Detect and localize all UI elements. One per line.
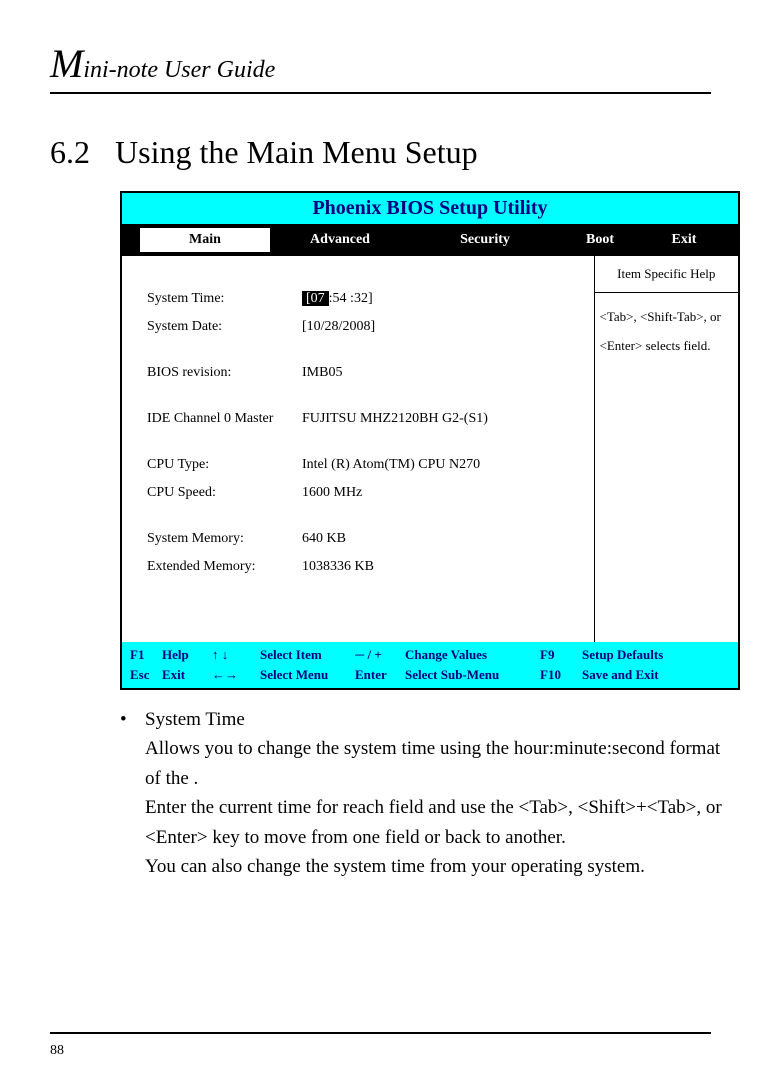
- field-system-date: System Date: [10/28/2008]: [147, 319, 584, 335]
- label-extended-memory: Extended Memory:: [147, 559, 302, 575]
- bullet-item: • System Time Allows you to change the s…: [120, 705, 740, 882]
- field-bios-revision: BIOS revision: IMB05: [147, 365, 584, 381]
- footer-minplus-key: ─ / +: [355, 647, 405, 663]
- item-p2: Enter the current time for reach field a…: [145, 793, 740, 852]
- bios-title-row: Phoenix BIOS Setup Utility: [121, 192, 739, 224]
- footer-f1-label: Help: [162, 647, 212, 663]
- bios-menu-container: Main Advanced Security Boot Exit: [121, 224, 739, 256]
- value-cpu-type: Intel (R) Atom(TM) CPU N270: [302, 457, 584, 473]
- value-system-date[interactable]: [10/28/2008]: [302, 319, 584, 335]
- footer-minplus-label: Change Values: [405, 647, 540, 663]
- item-p3: You can also change the system time from…: [145, 852, 740, 881]
- value-system-memory: 640 KB: [302, 531, 584, 547]
- menu-tab-main[interactable]: Main: [140, 228, 270, 252]
- label-bios-revision: BIOS revision:: [147, 365, 302, 381]
- label-cpu-speed: CPU Speed:: [147, 485, 302, 501]
- footer-f10-key: F10: [540, 667, 582, 683]
- bios-menu-row: Main Advanced Security Boot Exit: [121, 224, 739, 256]
- footer-enter-label: Select Sub-Menu: [405, 667, 540, 683]
- body-text: • System Time Allows you to change the s…: [120, 705, 740, 882]
- label-system-time: System Time:: [147, 291, 302, 307]
- footer-enter-key: Enter: [355, 667, 405, 683]
- footer-updown-label: Select Item: [260, 647, 355, 663]
- bullet-marker: •: [120, 705, 145, 882]
- value-cpu-speed: 1600 MHz: [302, 485, 584, 501]
- label-system-memory: System Memory:: [147, 531, 302, 547]
- bios-main-content-cell: System Time: [07:54 :32] System Date: [1…: [121, 256, 594, 642]
- footer-updown-key: ↑ ↓: [212, 647, 260, 663]
- field-ide-channel: IDE Channel 0 Master FUJITSU MHZ2120BH G…: [147, 411, 584, 427]
- label-cpu-type: CPU Type:: [147, 457, 302, 473]
- field-cpu-speed: CPU Speed: 1600 MHz: [147, 485, 584, 501]
- bios-footer: F1 Help ↑ ↓ Select Item ─ / + Change Val…: [121, 642, 739, 689]
- header-title-text: ini-note User Guide: [83, 57, 275, 83]
- label-system-date: System Date:: [147, 319, 302, 335]
- system-time-rest: :54 :32]: [329, 291, 373, 306]
- bios-main-content: System Time: [07:54 :32] System Date: [1…: [122, 256, 594, 642]
- value-ide-channel: FUJITSU MHZ2120BH G2-(S1): [302, 411, 584, 427]
- footer-f9-label: Setup Defaults: [582, 647, 668, 663]
- item-heading: System Time: [145, 705, 740, 734]
- footer-leftright-key: ←→: [212, 667, 260, 683]
- header-divider: [50, 92, 711, 94]
- help-panel-title: Item Specific Help: [595, 256, 739, 293]
- bios-setup-table: Phoenix BIOS Setup Utility Main Advanced…: [120, 191, 740, 690]
- bios-menu-table: Main Advanced Security Boot Exit: [122, 228, 738, 252]
- section-title: Using the Main Menu Setup: [115, 134, 478, 170]
- page-header: Mini-note User Guide: [50, 40, 711, 87]
- value-system-time[interactable]: [07:54 :32]: [302, 291, 584, 307]
- page-footer-divider: [50, 1032, 711, 1034]
- label-ide-channel: IDE Channel 0 Master: [147, 411, 302, 427]
- menu-tab-security[interactable]: Security: [410, 228, 560, 252]
- field-cpu-type: CPU Type: Intel (R) Atom(TM) CPU N270: [147, 457, 584, 473]
- footer-esc-key: Esc: [130, 667, 162, 683]
- item-content: System Time Allows you to change the sys…: [145, 705, 740, 882]
- system-time-highlighted: [07: [302, 291, 329, 306]
- section-number: 6.2: [50, 134, 90, 171]
- menu-tab-advanced[interactable]: Advanced: [270, 228, 410, 252]
- footer-leftright-label: Select Menu: [260, 667, 355, 683]
- help-panel-content: <Tab>, <Shift-Tab>, or <Enter> selects f…: [595, 293, 739, 370]
- item-p1: Allows you to change the system time usi…: [145, 734, 740, 793]
- bios-footer-cell: F1 Help ↑ ↓ Select Item ─ / + Change Val…: [121, 642, 739, 689]
- menu-tab-exit[interactable]: Exit: [640, 228, 738, 252]
- footer-f9-key: F9: [540, 647, 582, 663]
- footer-row-2: Esc Exit ←→ Select Menu Enter Select Sub…: [122, 665, 738, 685]
- field-extended-memory: Extended Memory: 1038336 KB: [147, 559, 584, 575]
- page-number: 88: [50, 1043, 64, 1059]
- field-system-memory: System Memory: 640 KB: [147, 531, 584, 547]
- field-system-time: System Time: [07:54 :32]: [147, 291, 584, 307]
- help-panel: Item Specific Help <Tab>, <Shift-Tab>, o…: [594, 256, 739, 642]
- menu-tab-boot[interactable]: Boot: [560, 228, 640, 252]
- bios-title: Phoenix BIOS Setup Utility: [121, 192, 739, 224]
- footer-f10-label: Save and Exit: [582, 667, 664, 683]
- footer-f1-key: F1: [130, 647, 162, 663]
- bios-content-row: System Time: [07:54 :32] System Date: [1…: [121, 256, 739, 642]
- footer-row-1: F1 Help ↑ ↓ Select Item ─ / + Change Val…: [122, 645, 738, 665]
- header-big-letter: M: [50, 41, 83, 86]
- section-heading: 6.2 Using the Main Menu Setup: [50, 134, 711, 171]
- footer-esc-label: Exit: [162, 667, 212, 683]
- value-bios-revision: IMB05: [302, 365, 584, 381]
- value-extended-memory: 1038336 KB: [302, 559, 584, 575]
- menu-spacer-left: [122, 228, 140, 252]
